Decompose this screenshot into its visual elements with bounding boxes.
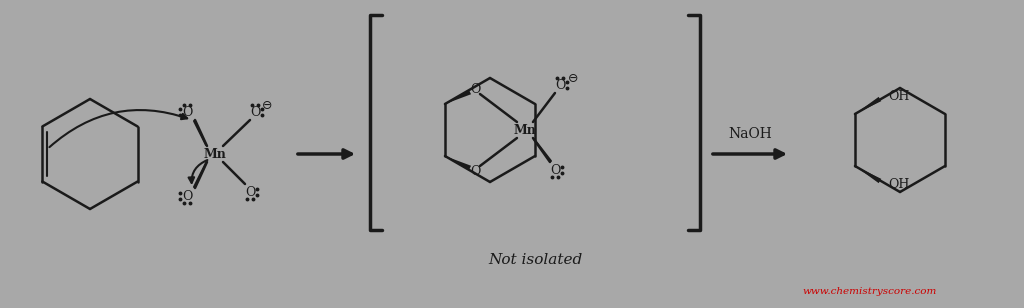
Text: $\ominus$: $\ominus$ <box>261 99 272 111</box>
Polygon shape <box>445 90 471 104</box>
Text: O: O <box>182 106 193 119</box>
Text: O: O <box>470 83 480 95</box>
Text: OH: OH <box>888 90 909 103</box>
Polygon shape <box>445 156 471 170</box>
Text: Mn: Mn <box>204 148 226 160</box>
Text: O: O <box>245 185 255 198</box>
Text: O: O <box>250 106 260 119</box>
Text: O: O <box>182 189 193 202</box>
Text: www.chemistryscore.com: www.chemistryscore.com <box>803 287 937 297</box>
Polygon shape <box>855 97 882 114</box>
Text: O: O <box>470 164 480 177</box>
Polygon shape <box>855 166 882 183</box>
Text: O: O <box>550 164 560 176</box>
Text: Mn: Mn <box>513 124 537 136</box>
Text: OH: OH <box>888 177 909 191</box>
Text: $\ominus$: $\ominus$ <box>567 71 579 84</box>
Text: NaOH: NaOH <box>728 127 772 141</box>
Text: O: O <box>555 79 565 91</box>
Text: Not isolated: Not isolated <box>487 253 582 267</box>
